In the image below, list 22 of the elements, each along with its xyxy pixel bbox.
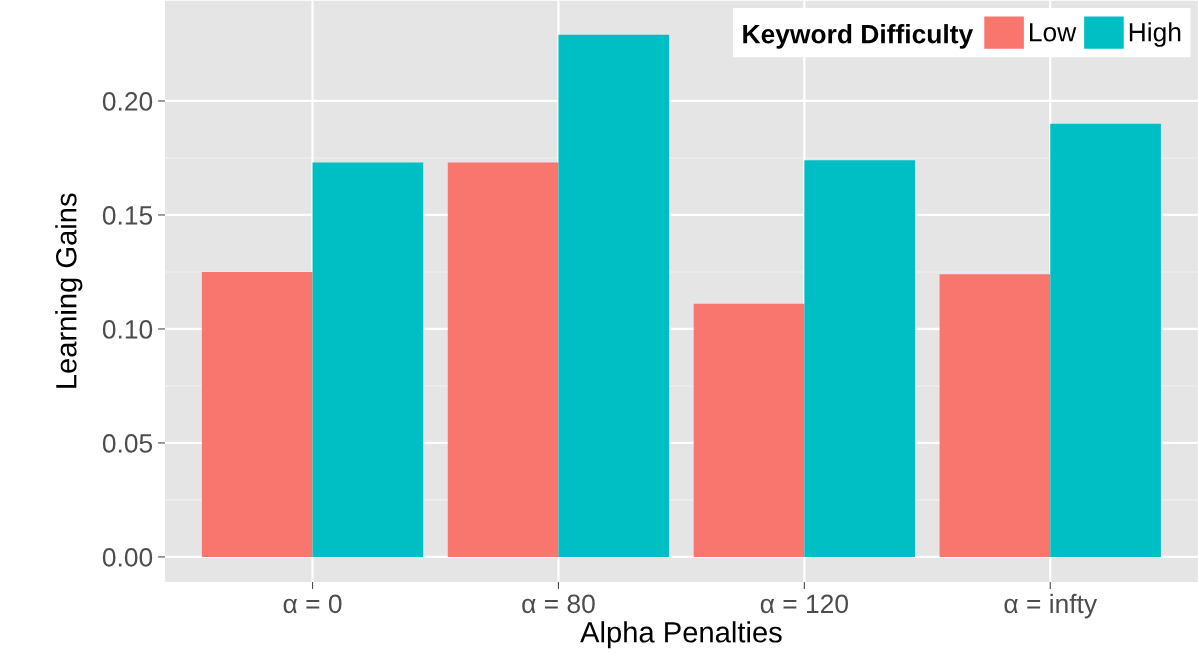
bar [312,162,424,557]
y-tick-label: 0.05 [102,434,153,453]
x-tick-label: α = infty [1004,593,1098,619]
bar [939,274,1051,557]
y-tick-label: 0.00 [102,548,153,567]
bar [558,34,670,557]
bar [804,160,916,557]
bar [201,271,313,557]
bar [1050,123,1161,557]
y-tick-label: 0.20 [102,92,153,111]
x-tick-label: α = 0 [283,594,342,614]
y-axis-title: Learning Gains [55,193,83,388]
x-tick-label: α = 80 [522,594,595,614]
bar [447,162,559,557]
legend-label: High [1129,22,1181,47]
bar [693,303,805,557]
x-axis-title: Alpha Penalties [580,621,782,649]
legend-title: Keyword Difficulty [743,24,974,49]
x-tick-label: α = 120 [760,594,848,614]
legend-label: Low [1030,23,1077,42]
y-tick-label: 0.10 [102,320,153,339]
y-tick-label: 0.15 [102,206,153,225]
